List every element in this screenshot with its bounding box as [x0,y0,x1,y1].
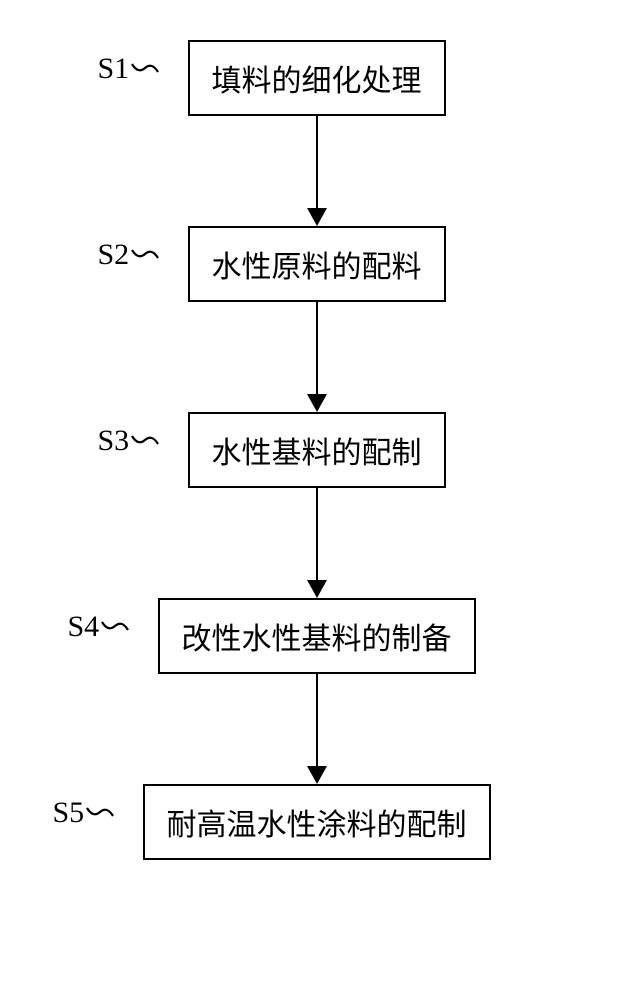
flow-step-4: S4 改性水性基料的制备 [158,598,476,674]
squiggle-icon [131,424,159,458]
arrow-line [316,116,318,208]
step-id-1: S1 [98,52,130,86]
step-id-5: S5 [53,796,85,830]
step-id-4: S4 [68,610,100,644]
squiggle-icon [131,52,159,86]
arrow-head-icon [307,766,327,784]
flow-step-3: S3 水性基料的配制 [188,412,446,488]
squiggle-icon [86,796,114,830]
flow-box-5: 耐高温水性涂料的配制 [143,784,491,860]
arrow-head-icon [307,580,327,598]
squiggle-icon [131,238,159,272]
flow-box-3: 水性基料的配制 [188,412,446,488]
arrow-4-5 [307,674,327,784]
arrow-line [316,674,318,766]
flowchart-container: S1 填料的细化处理 S2 水性原料的配料 S3 水性基料的配制 [143,40,491,860]
step-id-2: S2 [98,238,130,272]
arrow-1-2 [307,116,327,226]
flow-box-4: 改性水性基料的制备 [158,598,476,674]
flow-step-1: S1 填料的细化处理 [188,40,446,116]
step-label-5: S5 [53,796,115,830]
step-label-1: S1 [98,52,160,86]
step-label-2: S2 [98,238,160,272]
flow-step-5: S5 耐高温水性涂料的配制 [143,784,491,860]
flow-box-2: 水性原料的配料 [188,226,446,302]
arrow-head-icon [307,394,327,412]
arrow-head-icon [307,208,327,226]
arrow-line [316,488,318,580]
squiggle-icon [101,610,129,644]
step-id-3: S3 [98,424,130,458]
arrow-2-3 [307,302,327,412]
arrow-3-4 [307,488,327,598]
step-label-3: S3 [98,424,160,458]
flow-step-2: S2 水性原料的配料 [188,226,446,302]
step-label-4: S4 [68,610,130,644]
flow-box-1: 填料的细化处理 [188,40,446,116]
arrow-line [316,302,318,394]
